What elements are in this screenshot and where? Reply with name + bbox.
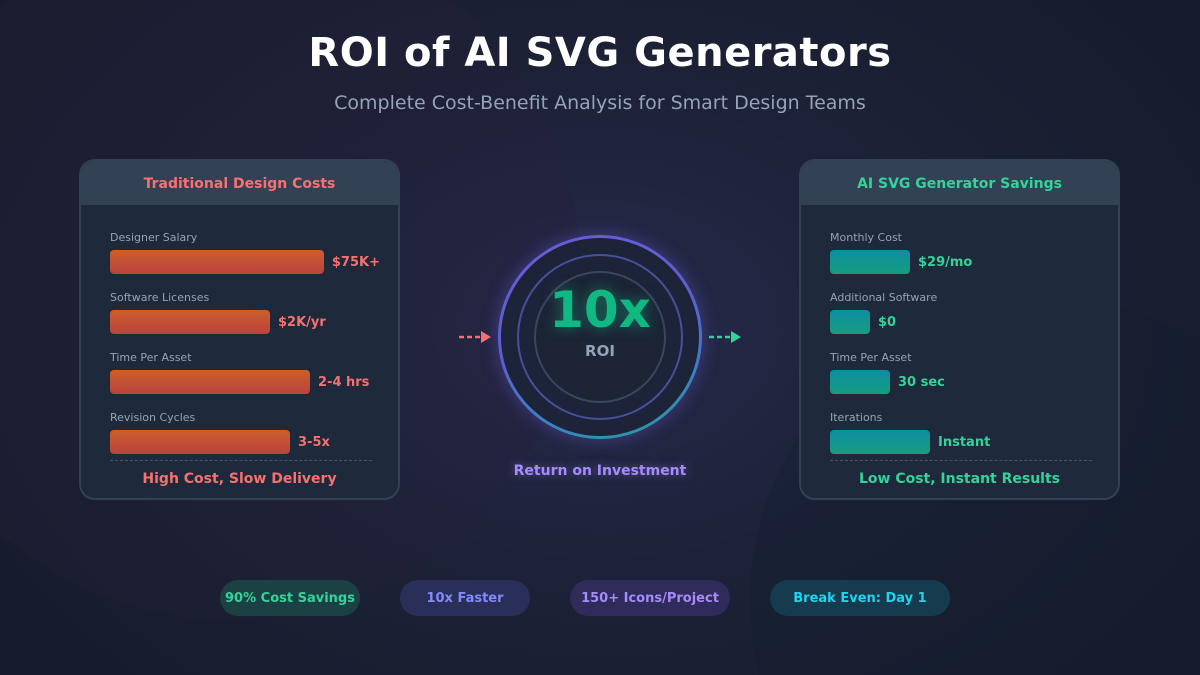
row-label: Additional Software — [830, 291, 938, 304]
divider — [830, 460, 1092, 461]
cost-row: Software Licenses $2K/yr — [110, 291, 380, 351]
savings-bar — [830, 370, 890, 394]
cost-row: Revision Cycles 3-5x — [110, 411, 380, 471]
roi-label: ROI — [585, 342, 615, 360]
cost-row: Designer Salary $75K+ — [110, 231, 380, 291]
savings-row: Time Per Asset 30 sec — [830, 351, 1100, 411]
row-label: Iterations — [830, 411, 883, 424]
row-label: Revision Cycles — [110, 411, 196, 424]
cost-bar — [110, 310, 270, 334]
row-value: $75K+ — [331, 254, 380, 270]
savings-row: Monthly Cost $29/mo — [830, 231, 1100, 291]
cost-rows: Designer Salary $75K+ Software Licenses … — [110, 231, 380, 471]
card-footer: High Cost, Slow Delivery — [142, 471, 337, 487]
savings-bar — [830, 430, 930, 454]
divider — [110, 460, 372, 461]
arrow-right-icon — [709, 331, 741, 343]
roi-caption: Return on Investment — [513, 463, 687, 479]
savings-bar — [830, 250, 910, 274]
roi-value: 10x — [549, 281, 651, 339]
card-title: AI SVG Generator Savings — [801, 161, 1118, 205]
row-value: 3-5x — [298, 434, 330, 450]
ai-savings-card: AI SVG Generator Savings Monthly Cost $2… — [799, 159, 1120, 500]
row-label: Designer Salary — [110, 231, 198, 244]
savings-bar — [830, 310, 870, 334]
highlight-pill-cost-savings: 90% Cost Savings — [220, 580, 360, 616]
savings-row: Additional Software $0 — [830, 291, 1100, 351]
row-value: 30 sec — [898, 374, 945, 390]
page-subtitle: Complete Cost-Benefit Analysis for Smart… — [334, 92, 866, 114]
highlights: 90% Cost Savings 10x Faster 150+ Icons/P… — [0, 580, 1200, 616]
middle-ring — [517, 254, 683, 420]
cost-row: Time Per Asset 2-4 hrs — [110, 351, 380, 411]
card-title: Traditional Design Costs — [81, 161, 398, 205]
highlight-pill-faster: 10x Faster — [400, 580, 530, 616]
savings-rows: Monthly Cost $29/mo Additional Software … — [830, 231, 1100, 471]
highlight-pill-break-even: Break Even: Day 1 — [770, 580, 950, 616]
roi-gauge: 10x ROI — [498, 235, 702, 439]
row-value: 2-4 hrs — [318, 374, 370, 390]
row-value: Instant — [938, 434, 991, 450]
cost-bar — [110, 370, 310, 394]
inner-ring — [534, 271, 666, 403]
cost-bar — [110, 430, 290, 454]
row-value: $2K/yr — [278, 314, 326, 330]
page-title: ROI of AI SVG Generators — [308, 30, 892, 76]
savings-row: Iterations Instant — [830, 411, 1100, 471]
card-footer: Low Cost, Instant Results — [858, 471, 1061, 487]
traditional-costs-card: Traditional Design Costs Designer Salary… — [79, 159, 400, 500]
row-label: Time Per Asset — [110, 351, 192, 364]
highlight-pill-icons: 150+ Icons/Project — [570, 580, 730, 616]
arrow-right-icon — [459, 331, 491, 343]
row-label: Software Licenses — [110, 291, 210, 304]
cost-bar — [110, 250, 324, 274]
row-label: Monthly Cost — [830, 231, 902, 244]
row-value: $29/mo — [918, 254, 973, 270]
row-value: $0 — [878, 314, 897, 330]
row-label: Time Per Asset — [830, 351, 912, 364]
